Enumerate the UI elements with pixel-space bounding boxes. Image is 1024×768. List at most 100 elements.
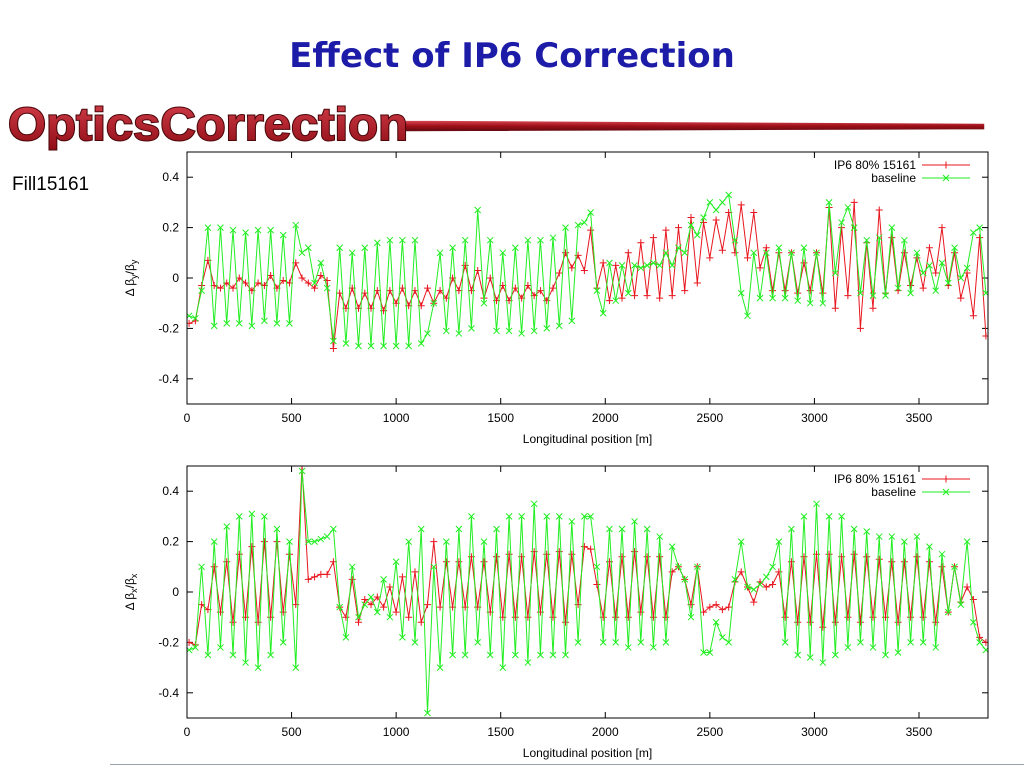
- data-point: [386, 236, 394, 244]
- data-point: [970, 229, 977, 236]
- data-point: [850, 198, 858, 206]
- data-point: [273, 525, 281, 533]
- data-point: [869, 292, 877, 299]
- data-point: [750, 249, 758, 257]
- data-point: [982, 638, 988, 646]
- data-point: [398, 284, 406, 292]
- data-point: [461, 236, 469, 244]
- data-point: [511, 613, 519, 621]
- data-point: [537, 236, 544, 244]
- data-point: [863, 236, 871, 244]
- data-point: [242, 229, 249, 236]
- data-point: [718, 606, 726, 614]
- data-point: [279, 277, 287, 285]
- data-point: [932, 644, 940, 651]
- data-point: [944, 279, 952, 287]
- data-point: [938, 563, 946, 571]
- data-point: [925, 244, 933, 252]
- data-point: [455, 525, 463, 533]
- data-point: [643, 262, 651, 269]
- data-point: [229, 618, 237, 626]
- data-point: [279, 639, 287, 646]
- data-point: [380, 576, 387, 583]
- data-point: [449, 651, 456, 659]
- data-point: [643, 525, 651, 533]
- data-point: [656, 262, 664, 269]
- data-point: [342, 340, 350, 347]
- y-tick-label: -0.4: [158, 686, 179, 700]
- data-point: [342, 613, 350, 621]
- x-tick-label: 3500: [906, 725, 933, 739]
- data-point: [624, 644, 632, 651]
- data-point: [800, 244, 808, 252]
- data-point: [380, 342, 387, 350]
- data-point: [926, 262, 933, 269]
- data-point: [781, 294, 789, 302]
- data-point: [511, 284, 519, 292]
- data-point: [618, 262, 626, 269]
- data-point: [192, 644, 199, 651]
- plot-area: [187, 466, 988, 717]
- data-point: [323, 570, 331, 578]
- data-point: [650, 644, 657, 651]
- data-point: [606, 259, 613, 267]
- data-point: [857, 289, 864, 297]
- data-point: [831, 651, 839, 659]
- data-point: [894, 618, 902, 626]
- data-point: [543, 513, 551, 520]
- data-point: [650, 259, 657, 267]
- data-point: [323, 284, 331, 292]
- data-point: [850, 525, 858, 533]
- data-point: [649, 613, 657, 621]
- data-point: [938, 259, 946, 267]
- data-point: [631, 262, 638, 269]
- data-point: [888, 533, 896, 540]
- data-point: [248, 322, 256, 330]
- data-point: [756, 581, 764, 588]
- data-point: [298, 466, 306, 470]
- data-point: [599, 309, 607, 317]
- data-point: [524, 236, 532, 244]
- data-point: [317, 271, 325, 279]
- data-point: [499, 664, 507, 671]
- data-point: [304, 575, 312, 583]
- data-point: [474, 266, 482, 274]
- data-point: [700, 608, 708, 616]
- data-point: [700, 649, 707, 656]
- data-point: [662, 639, 670, 646]
- data-point: [781, 639, 789, 646]
- data-point: [562, 224, 569, 231]
- x-tick-label: 2500: [696, 725, 723, 739]
- data-point: [442, 538, 450, 545]
- data-point: [580, 543, 588, 551]
- data-point: [656, 294, 664, 302]
- x-tick-label: 1500: [487, 725, 514, 739]
- data-point: [938, 550, 946, 558]
- data-point: [468, 325, 475, 332]
- data-point: [932, 618, 940, 626]
- x-tick-label: 1000: [383, 411, 410, 425]
- data-point: [813, 500, 820, 508]
- data-point: [788, 249, 795, 257]
- data-point: [656, 533, 664, 540]
- data-point: [574, 221, 582, 229]
- data-point: [417, 618, 425, 626]
- plot-frame: [186, 465, 989, 719]
- data-point: [869, 644, 877, 651]
- data-point: [304, 244, 312, 252]
- data-point: [781, 613, 789, 621]
- data-point: [424, 284, 432, 292]
- data-point: [581, 513, 588, 520]
- data-point: [486, 236, 494, 244]
- data-point: [587, 209, 594, 216]
- data-point: [204, 224, 212, 231]
- data-point: [882, 651, 889, 659]
- data-point: [248, 510, 256, 518]
- data-point: [229, 651, 237, 659]
- data-point: [530, 327, 538, 335]
- data-point: [229, 226, 237, 234]
- data-point: [361, 601, 369, 608]
- optics-correction-banner: OpticsCorrection: [7, 97, 986, 151]
- data-point: [398, 573, 406, 581]
- data-point: [712, 206, 720, 214]
